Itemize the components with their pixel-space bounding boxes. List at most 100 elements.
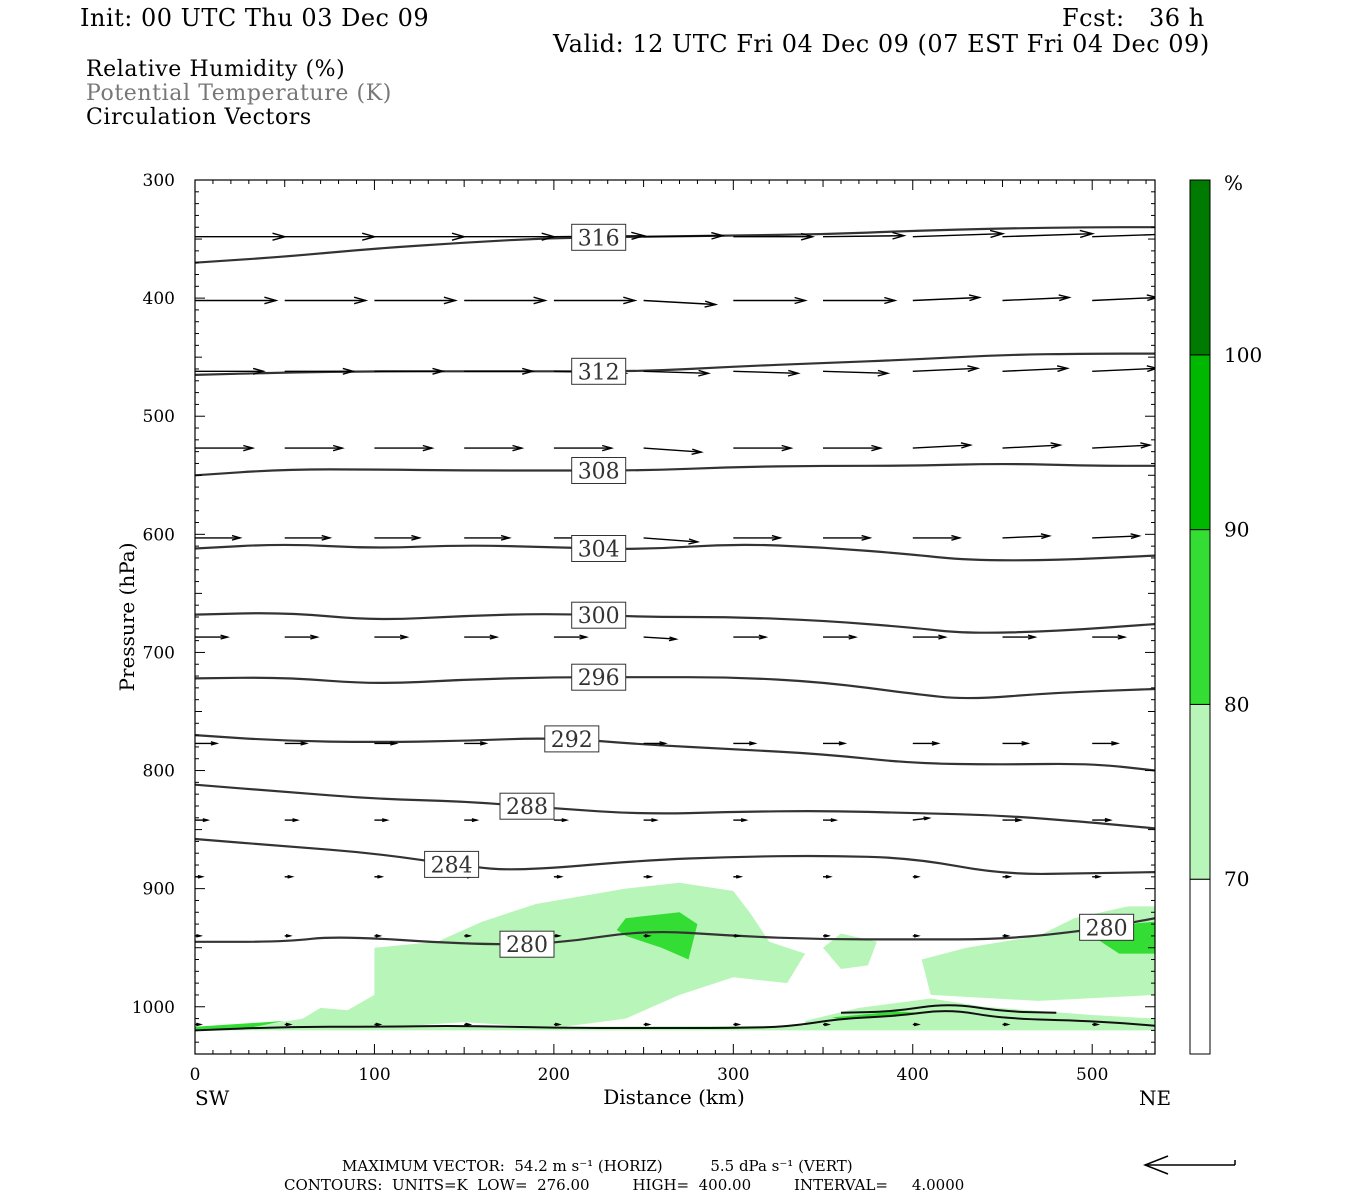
vector-head xyxy=(1058,294,1072,302)
circulation-vector xyxy=(195,818,211,823)
vector-head xyxy=(432,367,446,375)
circulation-vector xyxy=(195,534,243,541)
vector-head xyxy=(711,231,726,240)
vector-head xyxy=(471,818,480,823)
vector-head xyxy=(220,634,231,640)
circulation-vector xyxy=(823,874,833,879)
circulation-vector xyxy=(733,874,744,879)
circulation-vector xyxy=(284,534,333,541)
colorbar-segment xyxy=(1189,354,1211,531)
circulation-vector xyxy=(643,636,679,642)
circulation-vector xyxy=(1002,442,1063,449)
theta-contour-284 xyxy=(195,837,1155,876)
vector-head xyxy=(512,444,525,452)
vector-head xyxy=(967,365,981,373)
circulation-vector xyxy=(374,874,385,879)
vector-head xyxy=(332,444,345,452)
vector-head xyxy=(1164,819,1169,822)
vector-head xyxy=(533,296,548,305)
colorbar-label: 80 xyxy=(1224,692,1249,716)
theta-contour-288 xyxy=(195,783,1155,830)
circulation-vector xyxy=(1092,533,1142,540)
rh-colorbar: 70 80 90 100% xyxy=(1189,171,1262,1055)
vector-head xyxy=(1094,874,1103,879)
vector-head xyxy=(422,444,435,452)
circulation-vector xyxy=(464,934,473,938)
circulation-vector xyxy=(1002,741,1031,746)
theta-contour-300 xyxy=(195,612,1155,634)
circulation-vector xyxy=(643,741,668,746)
circulation-vector xyxy=(1002,294,1072,302)
circulation-vector xyxy=(643,299,719,308)
vector-shaft xyxy=(643,447,702,453)
vector-head xyxy=(479,741,489,746)
vector-head xyxy=(1146,365,1155,373)
circulation-vector xyxy=(284,444,345,452)
vector-head xyxy=(382,818,390,823)
init-time: Init: 00 UTC Thu 03 Dec 09 xyxy=(80,4,430,32)
vector-head xyxy=(287,874,295,879)
contour-label: 292 xyxy=(551,728,593,753)
circulation-vector xyxy=(823,1022,831,1027)
circulation-vector xyxy=(195,444,256,452)
vector-head xyxy=(522,367,536,375)
vector-head xyxy=(913,1022,921,1027)
vector-head xyxy=(310,634,320,640)
circulation-vector xyxy=(553,1022,562,1027)
vector-head xyxy=(443,296,458,305)
vector-head xyxy=(602,444,615,452)
max-vector-note: MAXIMUM VECTOR: 54.2 m s⁻¹ (HORIZ) 5.5 d… xyxy=(342,1157,853,1175)
surface-contour xyxy=(840,1004,1057,1014)
circulation-vector xyxy=(284,874,295,879)
circulation-vector xyxy=(912,934,921,938)
x-tick-label: 400 xyxy=(897,1065,929,1085)
circulation-vector xyxy=(912,634,948,640)
vector-head xyxy=(698,369,711,377)
vector-head xyxy=(892,231,907,240)
vector-head xyxy=(1021,741,1031,746)
colorbar-label: 90 xyxy=(1224,518,1249,542)
contour-label-box xyxy=(571,223,627,251)
circulation-vector xyxy=(1092,741,1121,746)
circulation-vector xyxy=(1002,634,1038,640)
vector-head xyxy=(1130,533,1142,540)
vector-shaft xyxy=(1002,367,1068,372)
circulation-vector xyxy=(195,741,220,746)
vector-head xyxy=(740,818,749,823)
circulation-vector xyxy=(1092,817,1113,823)
circulation-vector xyxy=(374,296,458,305)
contour-label: 312 xyxy=(578,360,620,385)
vector-head xyxy=(825,874,833,879)
circulation-vector xyxy=(1002,229,1096,239)
circulation-vector xyxy=(1002,533,1052,540)
circulation-vector xyxy=(374,741,399,746)
circulation-vector xyxy=(553,934,562,938)
circulation-vector xyxy=(195,232,288,241)
circulation-vector xyxy=(733,818,749,823)
x-tick-label: 200 xyxy=(538,1065,570,1085)
vector-head xyxy=(196,1022,203,1027)
circulation-vector xyxy=(1002,874,1013,879)
circulation-vector xyxy=(912,442,973,449)
vector-head xyxy=(292,818,300,823)
colorbar-unit: % xyxy=(1224,171,1243,195)
vector-head xyxy=(877,369,891,377)
circulation-vector xyxy=(643,934,652,938)
vector-head xyxy=(1146,294,1155,302)
vector-head xyxy=(861,534,873,541)
circulation-vector xyxy=(643,1022,652,1027)
circulation-vector xyxy=(374,232,467,241)
vector-head xyxy=(913,934,921,938)
vector-head xyxy=(342,367,356,375)
circulation-vector xyxy=(195,1022,203,1027)
vector-head xyxy=(1056,365,1070,373)
vector-head xyxy=(411,534,422,541)
circulation-vector xyxy=(1002,1022,1011,1027)
vector-head xyxy=(264,296,279,305)
vector-head xyxy=(968,294,982,302)
circulation-vector xyxy=(1155,635,1187,639)
vector-head xyxy=(824,1022,831,1027)
vector-head xyxy=(555,934,562,938)
vector-head xyxy=(704,300,719,308)
circulation-vector xyxy=(464,444,525,452)
